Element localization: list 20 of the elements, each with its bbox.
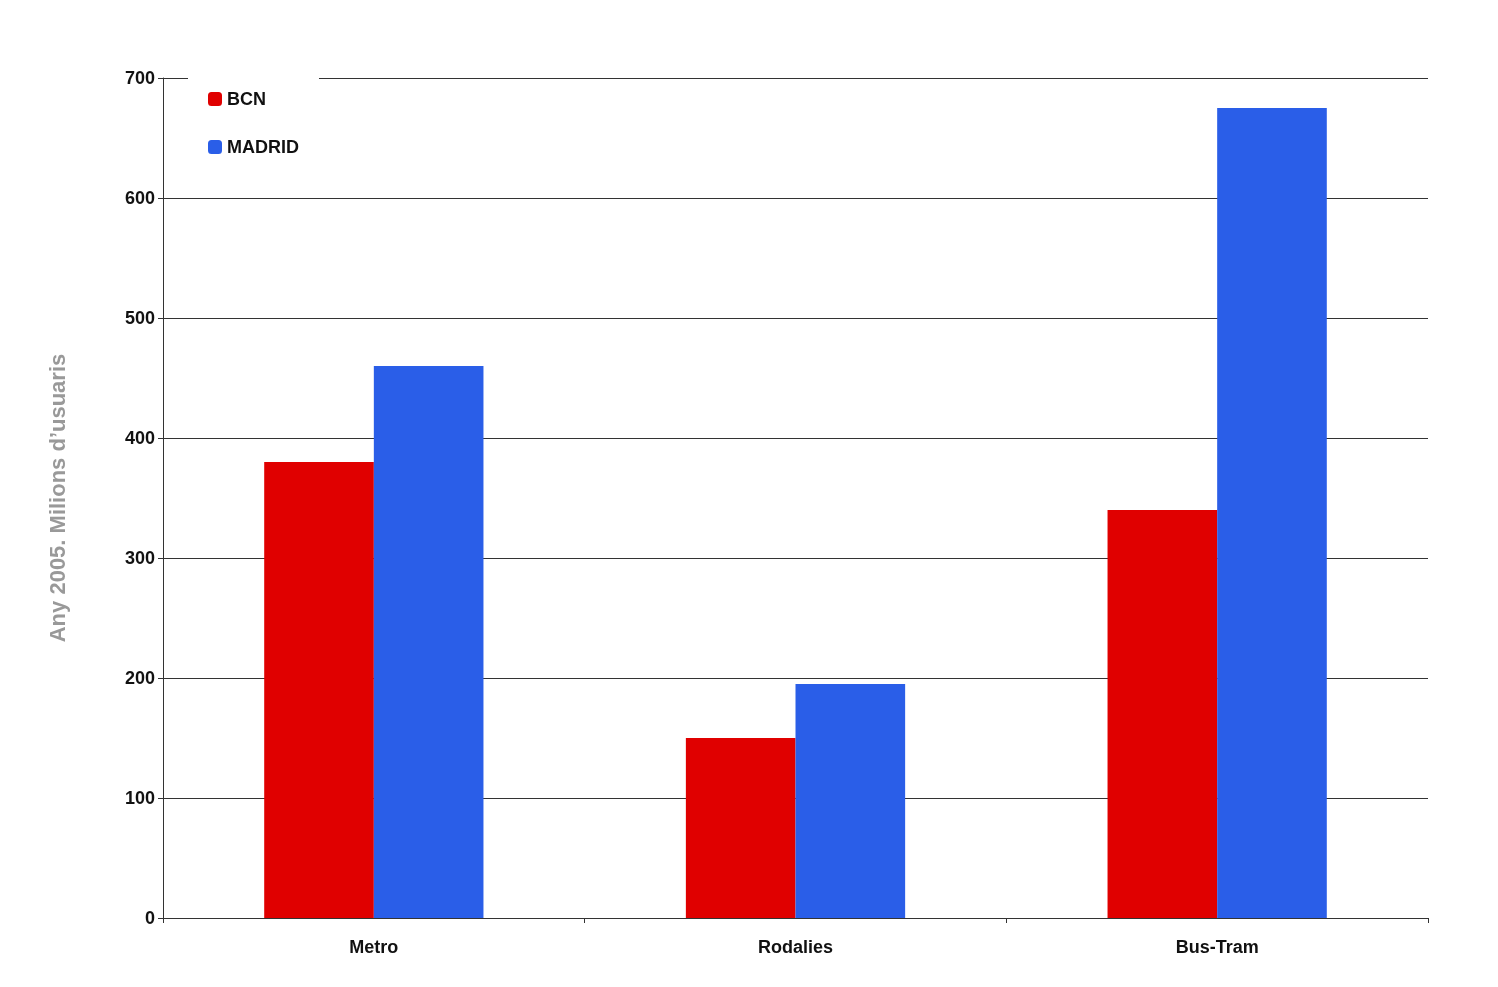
bar [264,462,374,918]
x-tick-label: Metro [349,937,399,957]
y-tick-label: 300 [124,548,155,568]
bar [1217,108,1327,918]
bar [1107,510,1218,918]
y-tick-label: 500 [124,308,155,328]
y-tick-label: 400 [124,428,155,448]
y-tick-label: 200 [124,668,155,688]
bar [685,738,796,918]
y-tick-label: 700 [124,68,155,88]
bar [795,684,906,918]
legend-label: BCN [227,89,266,109]
y-axis-title: Any 2005. Milions d’usuaris [44,353,70,643]
bar [373,366,484,918]
y-tick-label: 600 [124,188,155,208]
x-tick-label: Bus-Tram [1175,937,1259,957]
legend-label: MADRID [227,137,299,157]
y-tick-label: 100 [124,788,155,808]
y-tick-label: 0 [144,908,155,928]
x-tick-label: Rodalies [757,937,834,957]
